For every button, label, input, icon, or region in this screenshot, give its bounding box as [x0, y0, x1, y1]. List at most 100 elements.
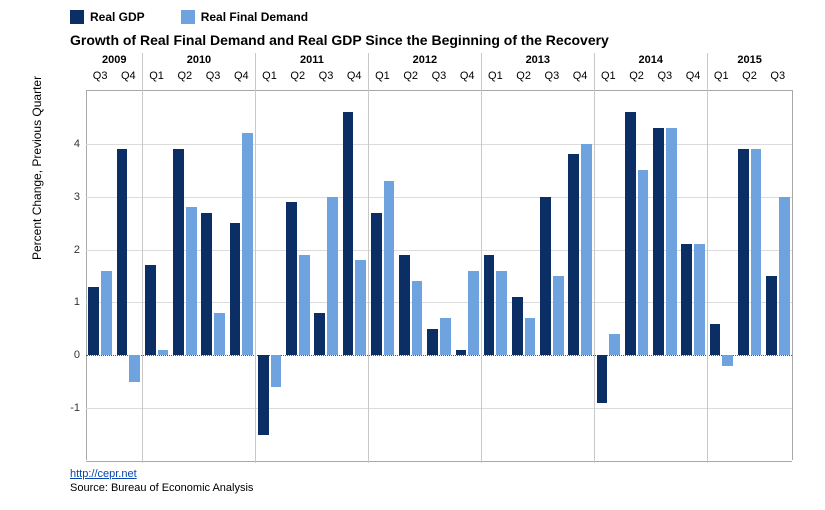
- source-link[interactable]: http://cepr.net: [70, 468, 137, 480]
- plot-border-right: [792, 90, 793, 460]
- bar: [694, 244, 705, 355]
- y-axis-label: Percent Change, Previous Quarter: [30, 76, 44, 260]
- bar: [468, 271, 479, 356]
- year-label: 2009: [86, 54, 142, 66]
- bar: [286, 202, 297, 355]
- quarter-label: Q1: [707, 70, 735, 82]
- bar: [88, 287, 99, 356]
- legend-label-real-final-demand: Real Final Demand: [201, 10, 308, 24]
- quarter-label: Q2: [284, 70, 312, 82]
- bar: [625, 112, 636, 355]
- quarter-label: Q4: [340, 70, 368, 82]
- y-tick-label: 1: [74, 296, 80, 308]
- quarter-label: Q4: [114, 70, 142, 82]
- quarter-label: Q1: [142, 70, 170, 82]
- year-label: 2013: [481, 54, 594, 66]
- bar: [399, 255, 410, 355]
- quarter-label: Q3: [425, 70, 453, 82]
- bar: [581, 144, 592, 355]
- bar: [145, 265, 156, 355]
- bar: [117, 149, 128, 355]
- quarter-label: Q1: [594, 70, 622, 82]
- bar: [201, 213, 212, 356]
- bar: [427, 329, 438, 355]
- bar: [412, 281, 423, 355]
- year-axis-labels: 2009201020112012201320142015: [86, 54, 792, 66]
- bar: [653, 128, 664, 355]
- year-label: 2011: [255, 54, 368, 66]
- bar: [355, 260, 366, 355]
- bar: [327, 197, 338, 356]
- quarter-label: Q2: [171, 70, 199, 82]
- quarter-label: Q1: [368, 70, 396, 82]
- gridline: [86, 408, 792, 409]
- bar: [186, 207, 197, 355]
- bar: [540, 197, 551, 356]
- quarter-label: Q4: [566, 70, 594, 82]
- bar: [173, 149, 184, 355]
- bar: [512, 297, 523, 355]
- chart-container: Real GDP Real Final Demand Growth of Rea…: [0, 0, 825, 510]
- bar: [738, 149, 749, 355]
- bar: [440, 318, 451, 355]
- bar: [314, 313, 325, 355]
- bar: [242, 133, 253, 355]
- legend-item-real-gdp: Real GDP: [70, 10, 145, 24]
- bar: [214, 313, 225, 355]
- bar: [525, 318, 536, 355]
- bar: [681, 244, 692, 355]
- bar: [638, 170, 649, 355]
- chart-title: Growth of Real Final Demand and Real GDP…: [70, 32, 609, 48]
- bar: [343, 112, 354, 355]
- y-tick-label: 3: [74, 191, 80, 203]
- quarter-label: Q3: [199, 70, 227, 82]
- y-tick-label: 0: [74, 349, 80, 361]
- quarter-label: Q1: [255, 70, 283, 82]
- zero-line: [86, 355, 792, 356]
- quarter-label: Q2: [735, 70, 763, 82]
- quarter-label: Q3: [651, 70, 679, 82]
- legend-item-real-final-demand: Real Final Demand: [181, 10, 308, 24]
- year-divider: [594, 53, 595, 463]
- legend: Real GDP Real Final Demand: [70, 10, 308, 24]
- bar: [597, 355, 608, 403]
- quarter-label: Q4: [227, 70, 255, 82]
- bar: [751, 149, 762, 355]
- chart-footer: http://cepr.net Source: Bureau of Econom…: [70, 468, 253, 496]
- bar: [766, 276, 777, 355]
- y-tick-label: 2: [74, 244, 80, 256]
- quarter-label: Q3: [86, 70, 114, 82]
- bar: [129, 355, 140, 381]
- legend-label-real-gdp: Real GDP: [90, 10, 145, 24]
- quarter-label: Q4: [453, 70, 481, 82]
- bar: [384, 181, 395, 355]
- quarter-label: Q2: [622, 70, 650, 82]
- plot-area: -101234: [86, 90, 792, 462]
- year-divider: [142, 53, 143, 463]
- y-tick-label: -1: [70, 402, 80, 414]
- bar: [456, 350, 467, 355]
- source-text: Source: Bureau of Economic Analysis: [70, 482, 253, 494]
- bar: [101, 271, 112, 356]
- bar: [496, 271, 507, 356]
- year-divider: [481, 53, 482, 463]
- quarter-label: Q2: [397, 70, 425, 82]
- bar: [484, 255, 495, 355]
- bar: [258, 355, 269, 434]
- bar: [666, 128, 677, 355]
- quarter-label: Q4: [679, 70, 707, 82]
- bar: [158, 350, 169, 355]
- quarter-label: Q1: [481, 70, 509, 82]
- bar: [609, 334, 620, 355]
- bar: [299, 255, 310, 355]
- bar: [553, 276, 564, 355]
- year-label: 2012: [368, 54, 481, 66]
- year-divider: [368, 53, 369, 463]
- legend-swatch-real-gdp: [70, 10, 84, 24]
- year-label: 2014: [594, 54, 707, 66]
- bar: [568, 154, 579, 355]
- quarter-label: Q3: [312, 70, 340, 82]
- year-label: 2015: [707, 54, 792, 66]
- bar: [271, 355, 282, 387]
- legend-swatch-real-final-demand: [181, 10, 195, 24]
